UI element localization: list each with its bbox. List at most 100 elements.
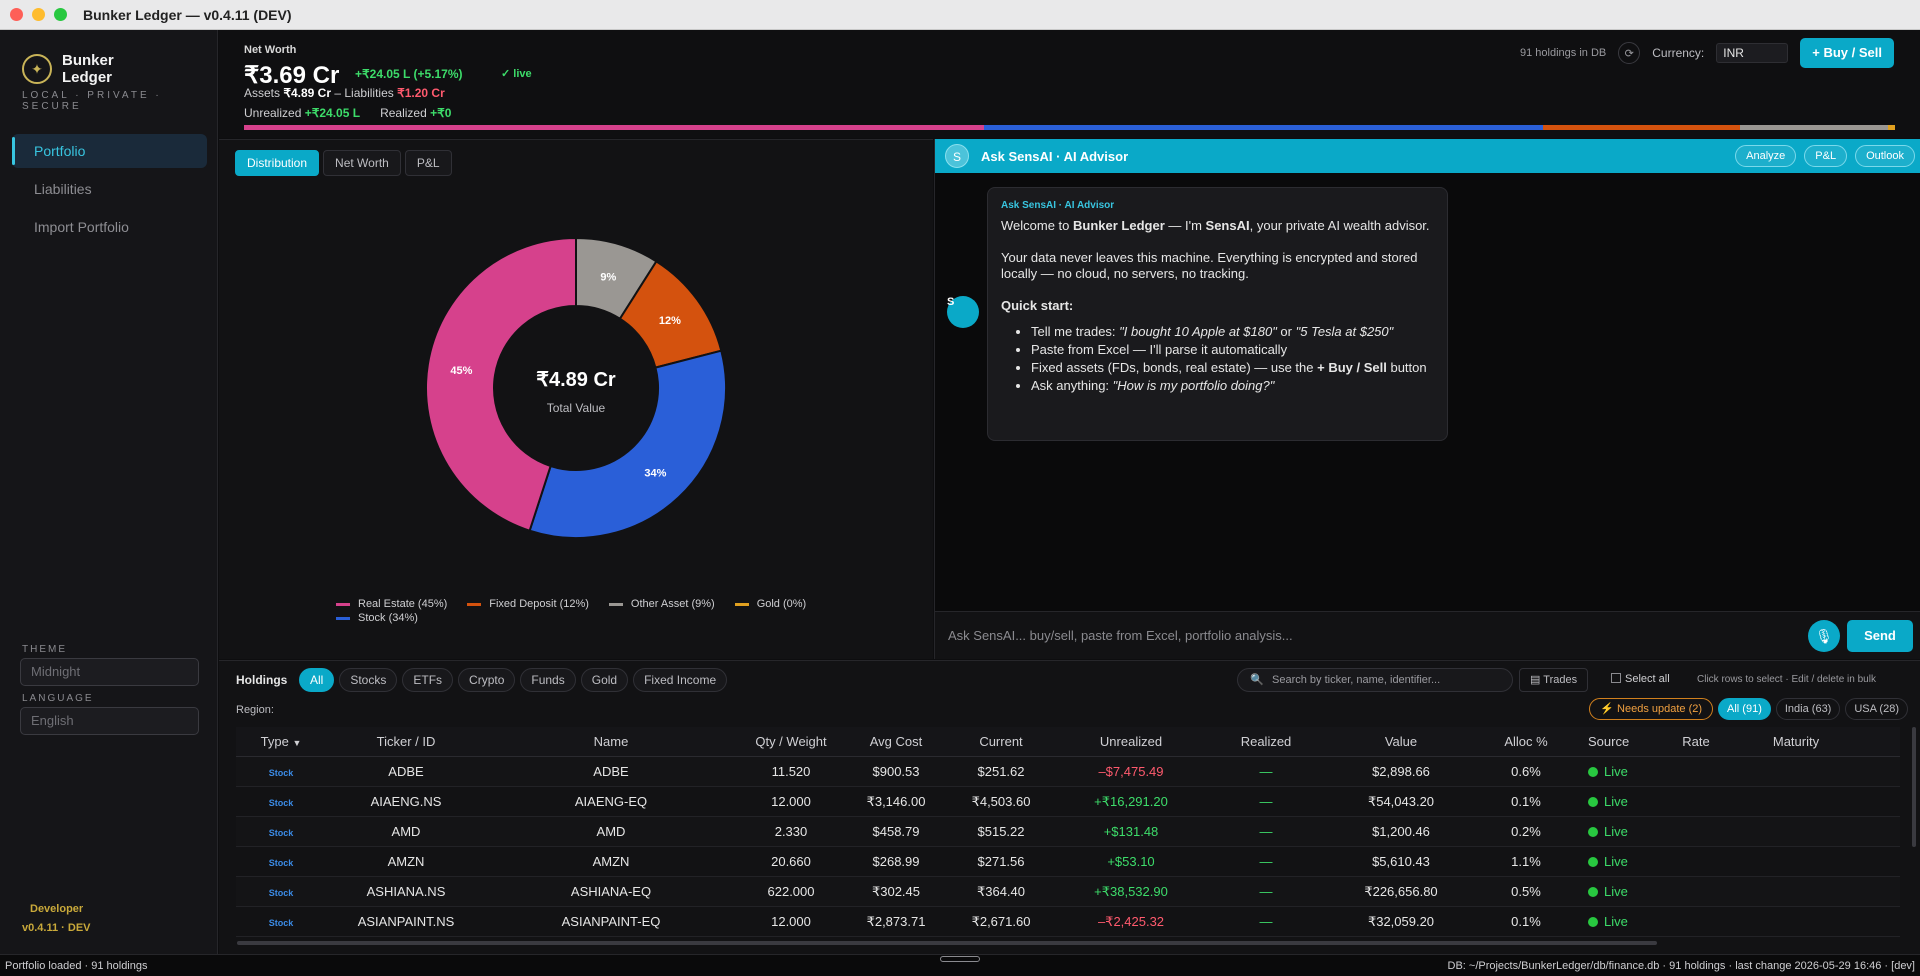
column-ticker[interactable]: Ticker / ID xyxy=(376,734,436,749)
table-row[interactable]: Stock AMD AMD 2.330 $458.79 $515.22 +$131.48 — $… xyxy=(236,817,1900,847)
column-realized[interactable]: Realized xyxy=(1240,734,1292,749)
shield-logo-icon: ✦ xyxy=(22,54,52,84)
filter-stocks[interactable]: Stocks xyxy=(339,668,398,692)
analyze-button[interactable]: Analyze xyxy=(1735,145,1797,167)
sidebar-item-import-portfolio[interactable]: Import Portfolio xyxy=(34,219,129,235)
table-row[interactable]: Stock ASIANPAINT.NS ASIANPAINT-EQ 12.000 ₹2,… xyxy=(236,907,1900,937)
resize-handle[interactable] xyxy=(940,956,980,962)
slice-label: 45% xyxy=(450,365,472,377)
realized-cell: — xyxy=(1259,824,1273,839)
filter-crypto[interactable]: Crypto xyxy=(458,668,516,692)
column-qty[interactable]: Qty / Weight xyxy=(755,734,827,749)
filter-all[interactable]: All xyxy=(299,668,335,692)
developer-link[interactable]: Developer xyxy=(30,903,84,915)
microphone-icon[interactable]: 🎙 xyxy=(1808,620,1840,652)
refresh-icon[interactable]: ⟳ xyxy=(1618,42,1641,64)
value-cell: ₹54,043.20 xyxy=(1367,793,1435,809)
minimize-window-button[interactable] xyxy=(32,8,45,21)
slice-stock[interactable] xyxy=(528,349,727,539)
legend-item[interactable]: Fixed Deposit (12%) xyxy=(467,598,589,610)
search-input[interactable]: Search by ticker, name, identifier... xyxy=(1272,674,1441,686)
bot-initial: S xyxy=(947,296,955,308)
unrealized-cell: +$131.48 xyxy=(1103,824,1159,839)
trades-button[interactable]: ▤ Trades xyxy=(1519,668,1589,692)
qty-cell: 12.000 xyxy=(771,794,811,809)
current-cell: ₹2,671.60 xyxy=(971,913,1031,929)
holdings-search[interactable]: 🔍 Search by ticker, name, identifier... xyxy=(1237,668,1513,692)
vertical-scrollbar[interactable] xyxy=(1912,727,1916,847)
filter-fixed-income[interactable]: Fixed Income xyxy=(633,668,728,692)
alloc-cell: 0.1% xyxy=(1511,794,1541,809)
filter-etfs[interactable]: ETFs xyxy=(402,668,454,692)
column-source[interactable]: Source xyxy=(1588,734,1630,749)
column-maturity[interactable]: Maturity xyxy=(1772,734,1820,749)
current-cell: $271.56 xyxy=(977,854,1025,869)
qty-cell: 12.000 xyxy=(771,914,811,929)
legend-item[interactable]: Gold (0%) xyxy=(734,598,807,610)
buy-sell-button[interactable]: + Buy / Sell xyxy=(1800,38,1894,68)
assets-liabilities: Assets ₹4.89 Cr – Liabilities ₹1.20 Cr xyxy=(244,86,445,100)
column-unrealized[interactable]: Unrealized xyxy=(1099,734,1163,749)
ai-chat-input[interactable]: Ask SensAI... buy/sell, paste from Excel… xyxy=(948,628,1293,643)
filter-gold[interactable]: Gold xyxy=(580,668,629,692)
distribution-donut-chart: 9% 12% 34% 45% ₹4.89 Cr Total Value xyxy=(425,236,727,539)
brand-tagline: LOCAL · PRIVATE · SECURE xyxy=(22,90,162,112)
current-cell: ₹364.40 xyxy=(976,883,1026,899)
outlook-button[interactable]: Outlook xyxy=(1855,145,1915,167)
tab-pnl[interactable]: P&L xyxy=(404,150,452,176)
sidebar-item-liabilities[interactable]: Liabilities xyxy=(34,181,92,197)
table-row[interactable]: Stock ADBE ADBE 11.520 $900.53 $251.62 –$7,475… xyxy=(236,757,1900,787)
slice-real-estate[interactable] xyxy=(425,236,577,532)
horizontal-scrollbar[interactable] xyxy=(237,941,1657,945)
tab-net-worth[interactable]: Net Worth xyxy=(323,150,401,176)
realized-value: +₹0 xyxy=(430,106,452,120)
liabilities-value: ₹1.20 Cr xyxy=(397,86,445,100)
close-window-button[interactable] xyxy=(10,8,23,21)
allocation-segment xyxy=(1888,125,1895,130)
select-all-checkbox[interactable]: Select all xyxy=(1611,673,1670,685)
legend-item[interactable]: Other Asset (9%) xyxy=(608,598,715,610)
pnl-button[interactable]: P&L xyxy=(1804,145,1848,167)
legend-item[interactable]: Stock (34%) xyxy=(336,612,418,624)
legend-label: Gold (0%) xyxy=(756,598,807,610)
tab-distribution[interactable]: Distribution xyxy=(235,150,320,176)
language-select[interactable]: English xyxy=(20,707,199,735)
window-controls xyxy=(10,8,67,21)
column-name[interactable]: Name xyxy=(593,734,629,749)
needs-update-button[interactable]: ⚡ Needs update (2) xyxy=(1589,698,1714,720)
realized-cell: — xyxy=(1259,854,1273,869)
table-row[interactable]: Stock AMZN AMZN 20.660 $268.99 $271.56 +$53.10… xyxy=(236,847,1900,877)
table-row[interactable]: Stock AIAENG.NS AIAENG-EQ 12.000 ₹3,146.00 ₹4… xyxy=(236,787,1900,817)
send-button[interactable]: Send xyxy=(1847,620,1913,652)
currency-select[interactable]: INR xyxy=(1716,43,1789,63)
sidebar-item-portfolio[interactable]: Portfolio xyxy=(12,134,207,168)
column-alloc[interactable]: Alloc % xyxy=(1504,734,1548,749)
region-usa[interactable]: USA (28) xyxy=(1845,698,1908,720)
column-current[interactable]: Current xyxy=(979,734,1023,749)
liabilities-label: – Liabilities xyxy=(334,86,394,100)
filter-funds[interactable]: Funds xyxy=(520,668,576,692)
ticker-cell: AMZN xyxy=(387,854,425,869)
legend-item[interactable]: Real Estate (45%) xyxy=(336,598,447,610)
source-cell: Live xyxy=(1576,824,1646,839)
select-all-label: Select all xyxy=(1625,673,1670,685)
zoom-window-button[interactable] xyxy=(54,8,67,21)
value-cell: $1,200.46 xyxy=(1372,824,1430,839)
type-badge: Stock xyxy=(268,828,294,838)
realized-cell: — xyxy=(1259,764,1273,779)
column-value[interactable]: Value xyxy=(1384,734,1418,749)
type-badge: Stock xyxy=(268,798,294,808)
column-type[interactable]: Type ▼ xyxy=(260,734,302,749)
region-all[interactable]: All (91) xyxy=(1718,698,1771,720)
table-row[interactable]: Stock ASHIANA.NS ASHIANA-EQ 622.000 ₹302.45 ₹… xyxy=(236,877,1900,907)
type-badge: Stock xyxy=(268,858,294,868)
table-body: Stock ADBE ADBE 11.520 $900.53 $251.62 –$7,475… xyxy=(236,757,1900,937)
region-india[interactable]: India (63) xyxy=(1775,698,1841,720)
live-status-icon xyxy=(1588,827,1598,837)
column-rate[interactable]: Rate xyxy=(1682,734,1710,749)
name-cell: AMZN xyxy=(592,854,630,869)
unrealized-cell: +₹16,291.20 xyxy=(1094,793,1168,809)
theme-select[interactable]: Midnight xyxy=(20,658,199,686)
column-avg-cost[interactable]: Avg Cost xyxy=(869,734,923,749)
region-label: Region: xyxy=(236,704,274,716)
